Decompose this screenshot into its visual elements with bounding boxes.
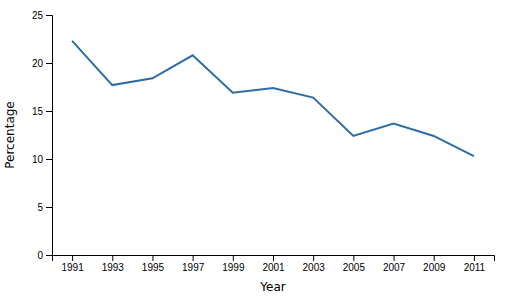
x-tick: 2007 [383,255,406,273]
plot: 1991199319951997199920012003200520072009… [32,10,495,273]
x-tick-mark [313,255,314,261]
x-axis-title: Year [259,280,285,294]
x-tick: 2011 [464,255,486,273]
y-axis: 0 5 10 15 20 25 [32,10,53,261]
line [72,41,474,156]
x-axis: 1991 1993 1995 1997 1999 2001 2003 2005 2007 2009… [53,255,495,273]
x-tick-mark [193,255,194,261]
x-tick-mark [353,255,354,261]
marks [72,41,474,156]
y-tick-label: 20 [32,58,44,69]
x-axis-line [53,256,495,262]
x-tick: 2003 [303,255,326,273]
x-tick-mark [434,255,435,261]
y-axis-title: Percentage [3,101,17,169]
y-tick: 5 [37,202,52,213]
x-tick: 1995 [142,255,165,273]
y-tick-label: 15 [32,106,44,117]
x-tick-label: 2005 [343,262,366,273]
y-tick-mark [46,207,52,208]
x-tick: 1991 [61,255,84,273]
x-tick: 1993 [102,255,125,273]
y-axis-line [46,16,53,256]
x-tick-label: 2007 [383,262,406,273]
x-tick: 2009 [423,255,446,273]
y-tick-mark [46,255,52,256]
x-tick-mark [112,255,113,261]
x-tick-mark [474,255,475,261]
y-tick: 0 [37,250,52,261]
chart: 1991199319951997199920012003200520072009… [0,0,512,297]
y-tick-label: 5 [37,202,43,213]
x-tick: 1999 [222,255,245,273]
y-tick-label: 0 [37,250,43,261]
y-tick: 10 [32,154,52,165]
x-tick-label: 1991 [61,262,84,273]
x-tick-label: 2001 [262,262,285,273]
y-tick-mark [46,159,52,160]
x-tick-label: 2003 [303,262,326,273]
y-tick-label: 25 [32,10,44,21]
x-tick: 1997 [182,255,205,273]
y-tick: 25 [32,10,52,21]
y-tick-mark [46,63,52,64]
x-tick-mark [233,255,234,261]
y-tick-mark [46,15,52,16]
x-tick: 2001 [262,255,285,273]
y-tick: 20 [32,58,52,69]
y-tick: 15 [32,106,52,117]
x-tick-mark [72,255,73,261]
x-tick-label: 2009 [423,262,446,273]
x-tick-label: 1995 [142,262,165,273]
x-tick-mark [273,255,274,261]
x-tick-label: 1993 [102,262,125,273]
y-tick-label: 10 [32,154,44,165]
x-tick-mark [152,255,153,261]
x-tick-mark [394,255,395,261]
x-tick: 2005 [343,255,366,273]
x-tick-label: 2011 [464,262,486,273]
x-tick-label: 1999 [222,262,245,273]
x-tick-label: 1997 [182,262,205,273]
y-tick-mark [46,111,52,112]
